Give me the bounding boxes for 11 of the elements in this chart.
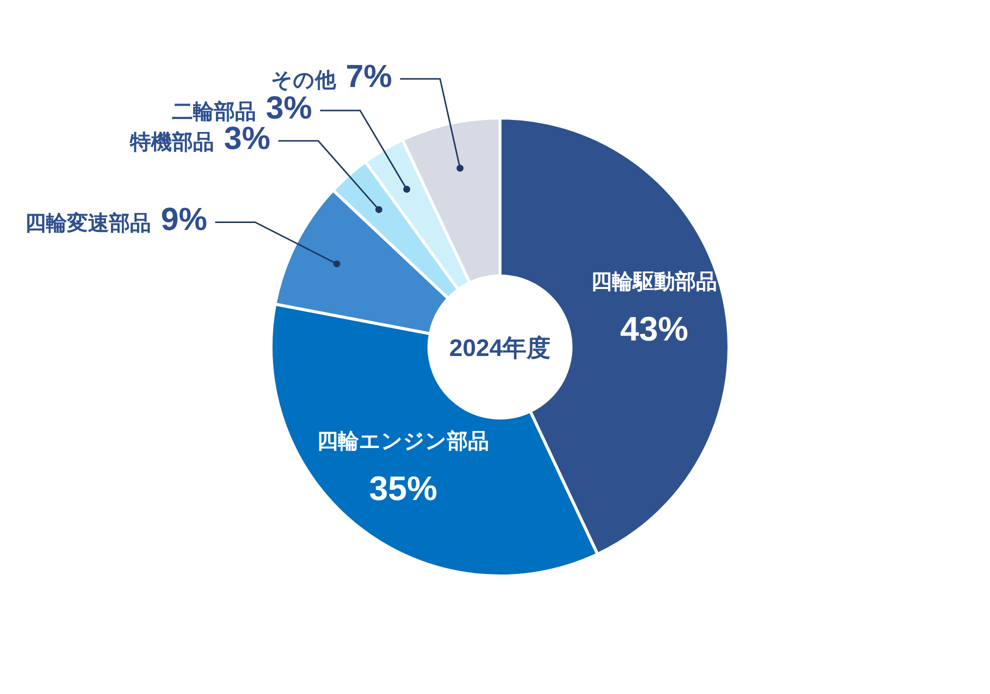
- slice-label: 四輪変速部品: [24, 211, 151, 236]
- slice-label: 四輪エンジン部品: [317, 428, 490, 453]
- data-label: 9%: [160, 201, 208, 238]
- text: 2024年度: [449, 335, 551, 362]
- data-label: 35%: [369, 470, 438, 508]
- data-label: 7%: [346, 58, 392, 94]
- data-label: 43%: [620, 310, 688, 349]
- slice-label: その他: [270, 68, 337, 92]
- slice-label: 二輪部品: [172, 99, 256, 124]
- slice-label: 四輪駆動部品: [591, 270, 718, 294]
- slice-label: 特機部品: [129, 130, 214, 154]
